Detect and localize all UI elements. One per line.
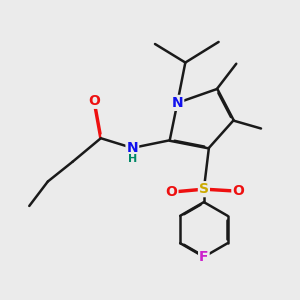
Text: N: N	[172, 96, 183, 110]
Text: O: O	[166, 185, 177, 199]
Text: O: O	[88, 94, 100, 108]
Text: N: N	[127, 141, 138, 155]
Text: S: S	[199, 182, 209, 196]
Text: H: H	[128, 154, 137, 164]
Text: F: F	[199, 250, 208, 264]
Text: O: O	[232, 184, 244, 198]
